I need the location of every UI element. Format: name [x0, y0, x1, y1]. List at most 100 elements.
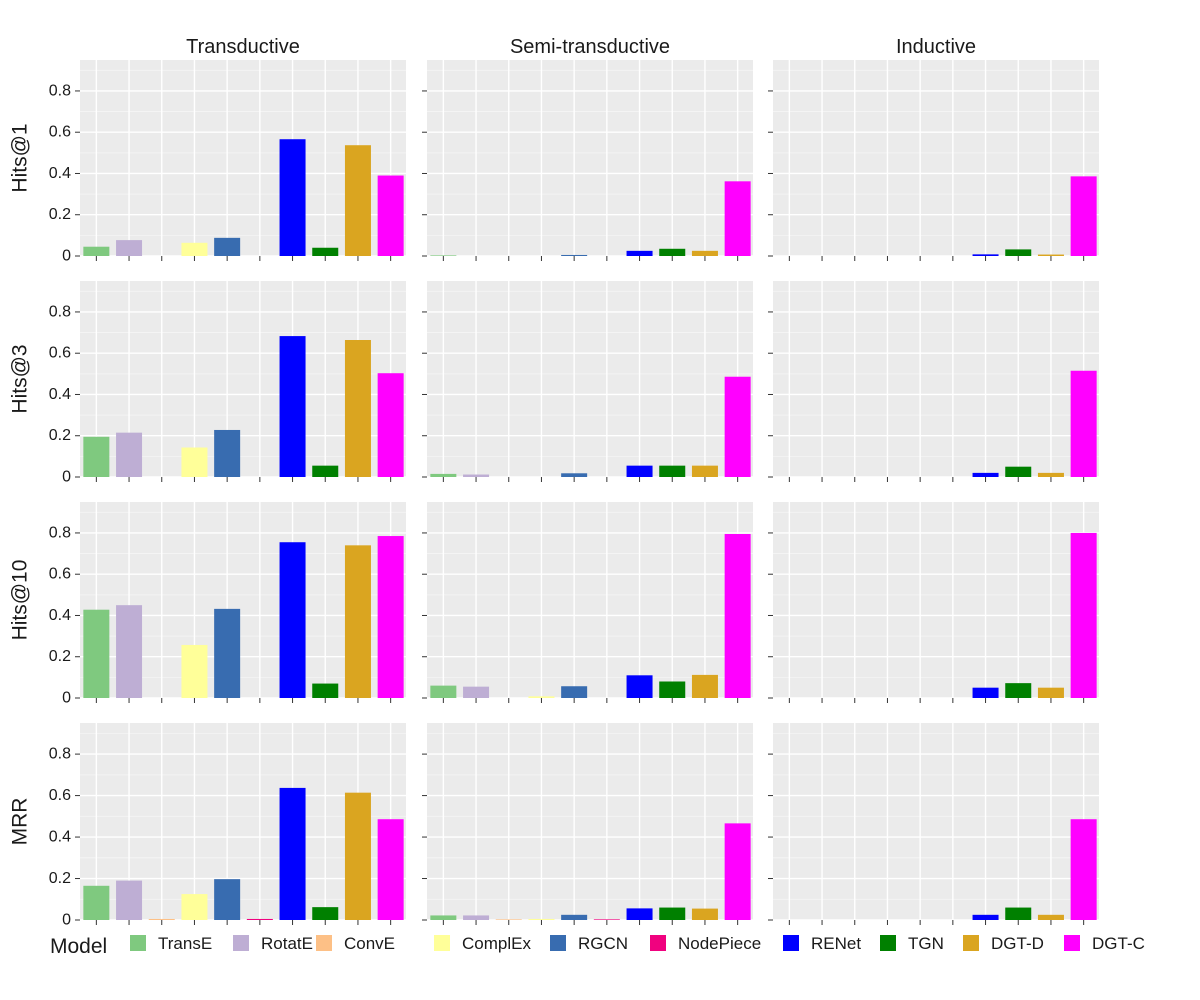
bar-dgt-c-hits-3-semi-transductive [724, 376, 751, 477]
y-tick-label: 0.2 [49, 870, 71, 887]
column-title-transductive: Transductive [186, 36, 300, 58]
bar-rgcn-hits-3-transductive [214, 429, 241, 477]
bar-transe-hits-1-semi-transductive [430, 255, 457, 256]
y-tick-label: 0 [62, 469, 71, 486]
legend-key-dgt-c [1064, 935, 1080, 951]
bar-rgcn-hits-10-transductive [214, 608, 241, 698]
row-title-hits-1: Hits@1 [9, 123, 32, 192]
bar-dgt-d-mrr-semi-transductive [691, 908, 718, 920]
bar-complex-mrr-semi-transductive [528, 918, 555, 920]
bar-complex-hits-1-transductive [181, 242, 208, 256]
bar-dgt-d-hits-1-semi-transductive [691, 250, 718, 256]
bar-transe-mrr-semi-transductive [430, 915, 457, 920]
legend-key-rgcn [550, 935, 566, 951]
y-tick-label: 0 [62, 912, 71, 929]
bar-dgt-d-hits-1-transductive [344, 145, 371, 256]
legend-label-conve: ConvE [344, 934, 395, 953]
bar-nodepiece-mrr-transductive [246, 918, 273, 920]
bar-rotate-mrr-semi-transductive [463, 915, 490, 920]
bar-dgt-c-hits-3-transductive [377, 373, 404, 477]
row-title-hits-10: Hits@10 [9, 560, 32, 641]
panel-background [773, 723, 1099, 920]
bar-rgcn-hits-3-semi-transductive [561, 473, 588, 477]
bar-rotate-hits-3-semi-transductive [463, 474, 490, 477]
legend-key-dgt-d [963, 935, 979, 951]
panel-background [773, 60, 1099, 256]
legend: Model TransE RotatE ConvE ComplEx RGCN NodePie… [50, 934, 1145, 958]
bar-complex-hits-10-transductive [181, 644, 208, 698]
bar-renet-mrr-semi-transductive [626, 908, 653, 920]
bar-tgn-hits-3-inductive [1005, 466, 1032, 477]
bar-rgcn-hits-10-semi-transductive [561, 686, 588, 698]
bar-renet-hits-3-semi-transductive [626, 465, 653, 477]
bar-dgt-c-hits-1-transductive [377, 175, 404, 256]
y-tick-label: 0.8 [49, 524, 71, 541]
bar-dgt-d-mrr-transductive [344, 792, 371, 920]
y-tick-label: 0.2 [49, 648, 71, 665]
panel-hits-10-inductive [768, 502, 1099, 703]
y-tick-label: 0.4 [49, 386, 71, 403]
bar-rgcn-mrr-transductive [214, 879, 241, 920]
bar-dgt-c-mrr-inductive [1070, 819, 1097, 920]
bar-renet-hits-1-transductive [279, 139, 306, 256]
bar-dgt-d-hits-10-inductive [1037, 687, 1064, 698]
panel-background [773, 502, 1099, 698]
y-tick-label: 0.8 [49, 82, 71, 99]
y-tick-label: 0.8 [49, 303, 71, 320]
bar-dgt-d-hits-3-transductive [344, 340, 371, 477]
bar-rotate-hits-10-transductive [116, 605, 143, 698]
legend-label-complex: ComplEx [462, 934, 531, 953]
bar-nodepiece-mrr-semi-transductive [593, 919, 620, 920]
legend-key-tgn [880, 935, 896, 951]
bar-dgt-c-hits-10-semi-transductive [724, 533, 751, 698]
panel-hits-1-inductive [768, 60, 1099, 261]
bar-transe-hits-3-semi-transductive [430, 473, 457, 477]
panel-background [773, 281, 1099, 477]
bar-renet-mrr-inductive [972, 914, 999, 920]
bar-transe-mrr-transductive [83, 885, 110, 920]
panel-background [427, 723, 753, 920]
bar-tgn-hits-3-transductive [312, 465, 339, 477]
bar-tgn-hits-10-transductive [312, 683, 339, 698]
bar-renet-hits-10-semi-transductive [626, 675, 653, 698]
y-tick-label: 0.6 [49, 566, 71, 583]
bar-tgn-hits-1-semi-transductive [659, 248, 686, 256]
panel-hits-1-transductive: 0 0.2 0.4 0.6 0.8 [49, 60, 406, 265]
bar-conve-mrr-semi-transductive [495, 919, 522, 920]
panel-mrr-inductive [768, 723, 1099, 925]
bar-dgt-c-hits-10-inductive [1070, 532, 1097, 698]
panel-hits-1-semi-transductive [422, 60, 753, 261]
panel-mrr-transductive: 0 0.2 0.4 0.6 0.8 [49, 723, 406, 929]
panel-background [427, 281, 753, 477]
legend-key-complex [434, 935, 450, 951]
bar-rotate-mrr-transductive [116, 880, 143, 920]
panel-mrr-semi-transductive [422, 723, 753, 925]
bar-dgt-c-hits-1-semi-transductive [724, 181, 751, 256]
bar-tgn-mrr-semi-transductive [659, 907, 686, 920]
y-tick-label: 0.4 [49, 829, 71, 846]
bar-renet-hits-1-semi-transductive [626, 250, 653, 256]
legend-label-nodepiece: NodePiece [678, 934, 761, 953]
bar-rotate-hits-1-transductive [116, 240, 143, 256]
bar-dgt-d-mrr-inductive [1037, 914, 1064, 920]
bar-transe-hits-1-transductive [83, 246, 110, 256]
y-tick-label: 0.2 [49, 206, 71, 223]
legend-key-rotate [233, 935, 249, 951]
bar-renet-hits-3-transductive [279, 336, 306, 477]
legend-label-rotate: RotatE [261, 934, 313, 953]
y-tick-label: 0.8 [49, 746, 71, 763]
y-tick-label: 0.6 [49, 345, 71, 362]
facet-column-titles: Transductive Semi-transductive Inductive [186, 36, 976, 58]
legend-label-dgt-d: DGT-D [991, 934, 1044, 953]
bar-tgn-hits-1-inductive [1005, 249, 1032, 256]
panel-hits-3-transductive: 0 0.2 0.4 0.6 0.8 [49, 281, 406, 486]
legend-key-conve [316, 935, 332, 951]
bar-rgcn-hits-1-semi-transductive [561, 254, 588, 256]
y-tick-label: 0 [62, 690, 71, 707]
panel-hits-3-inductive [768, 281, 1099, 482]
panel-hits-3-semi-transductive [422, 281, 753, 482]
row-title-hits-3: Hits@3 [9, 344, 32, 413]
bar-dgt-c-hits-3-inductive [1070, 370, 1097, 477]
bar-tgn-hits-1-transductive [312, 247, 339, 256]
